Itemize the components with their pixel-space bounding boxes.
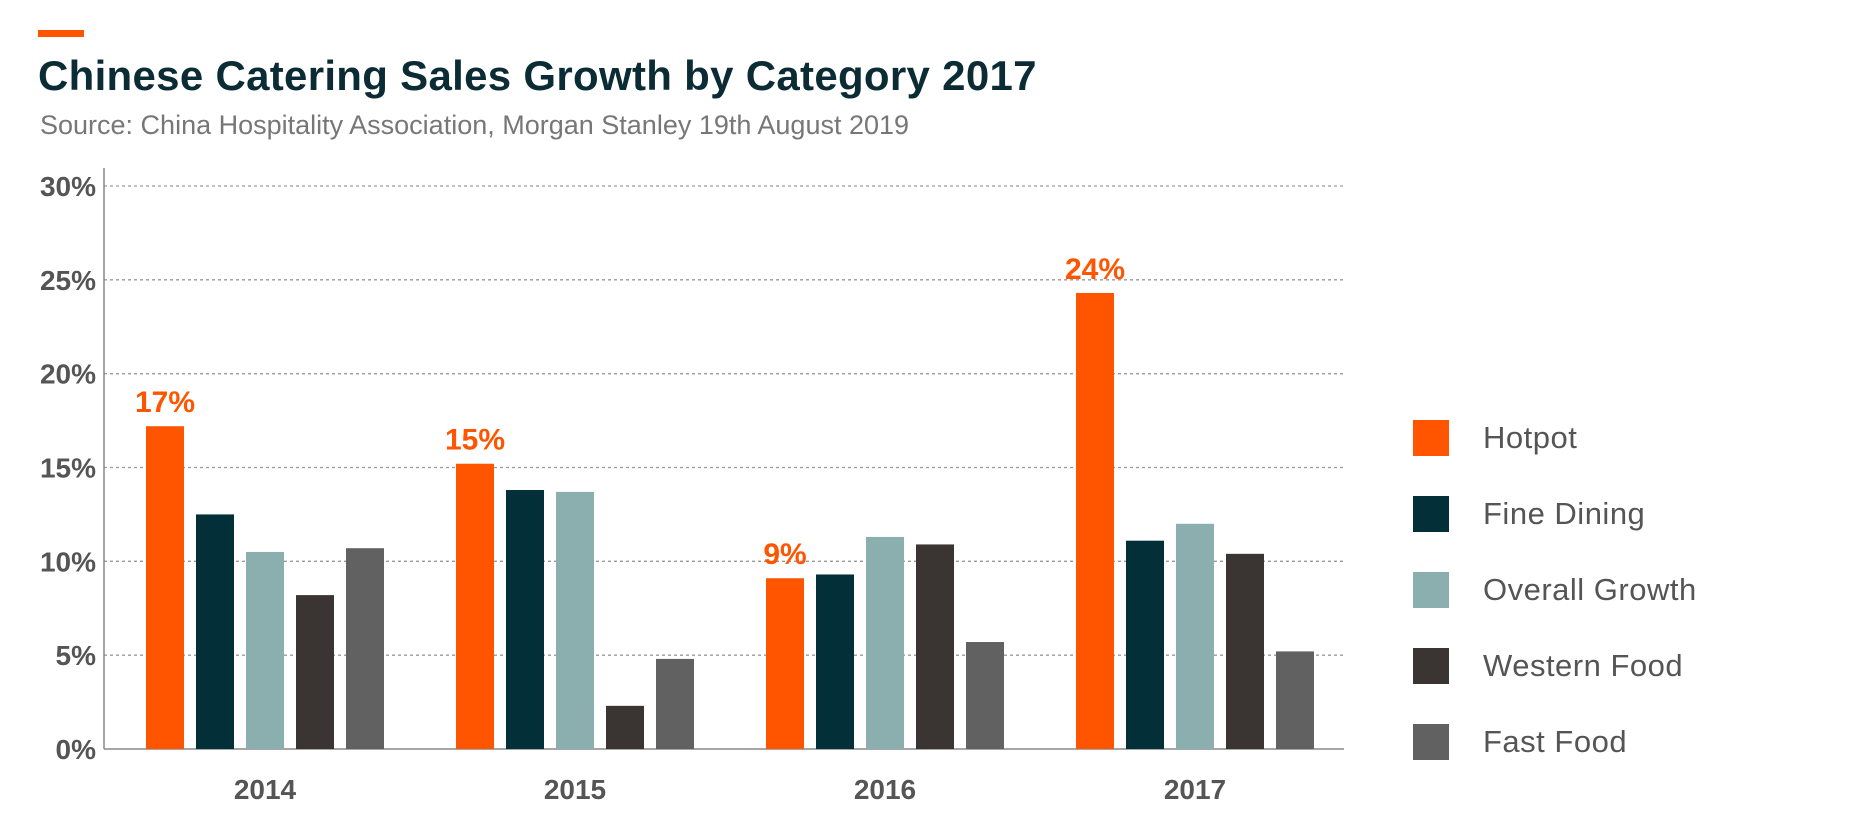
x-tick-label: 2016 — [854, 774, 916, 805]
bar — [966, 642, 1004, 749]
legend-item: Overall Growth — [1413, 552, 1697, 628]
legend-item: Fast Food — [1413, 704, 1697, 780]
data-label: 17% — [135, 386, 195, 419]
x-tick-label: 2015 — [544, 774, 606, 805]
y-tick-label: 10% — [40, 546, 96, 577]
bar — [346, 548, 384, 749]
bar — [506, 490, 544, 749]
x-tick-label: 2014 — [234, 774, 297, 805]
legend-label: Fast Food — [1483, 724, 1628, 759]
legend-label: Hotpot — [1483, 420, 1578, 455]
data-label: 9% — [763, 538, 806, 571]
bar — [766, 578, 804, 749]
legend-swatch — [1413, 648, 1449, 684]
bar — [246, 551, 284, 749]
legend-swatch — [1413, 724, 1449, 760]
legend-item: Fine Dining — [1413, 476, 1697, 552]
chart-subtitle: Source: China Hospitality Association, M… — [40, 110, 910, 140]
bar — [456, 463, 494, 749]
bar — [296, 595, 334, 749]
chart-legend: Hotpot Fine Dining Overall Growth Western F… — [1413, 400, 1697, 780]
bar — [196, 514, 234, 749]
bar — [606, 705, 644, 749]
bar — [1076, 292, 1114, 749]
bar — [916, 544, 954, 749]
bar — [866, 536, 904, 749]
bar — [146, 426, 184, 749]
legend-item: Hotpot — [1413, 400, 1697, 476]
y-tick-label: 5% — [56, 640, 97, 671]
legend-label: Fine Dining — [1483, 496, 1646, 531]
y-tick-label: 0% — [56, 734, 97, 765]
y-tick-label: 30% — [40, 171, 96, 202]
y-tick-label: 25% — [40, 265, 96, 296]
bar — [656, 658, 694, 749]
y-tick-label: 20% — [40, 359, 96, 390]
data-label: 15% — [445, 424, 505, 457]
chart-title: Chinese Catering Sales Growth by Categor… — [38, 52, 1037, 99]
legend-swatch — [1413, 420, 1449, 456]
bar — [1276, 651, 1314, 749]
bar — [816, 574, 854, 749]
legend-swatch — [1413, 496, 1449, 532]
bar — [556, 491, 594, 749]
legend-item: Western Food — [1413, 628, 1697, 704]
bar — [1126, 540, 1164, 749]
x-tick-label: 2017 — [1164, 774, 1226, 805]
y-tick-label: 15% — [40, 453, 96, 484]
data-label: 24% — [1065, 253, 1125, 286]
bar — [1226, 553, 1264, 749]
title-accent-bar — [38, 30, 84, 37]
legend-label: Overall Growth — [1483, 572, 1697, 607]
bar — [1176, 523, 1214, 749]
legend-swatch — [1413, 572, 1449, 608]
legend-label: Western Food — [1483, 648, 1684, 683]
